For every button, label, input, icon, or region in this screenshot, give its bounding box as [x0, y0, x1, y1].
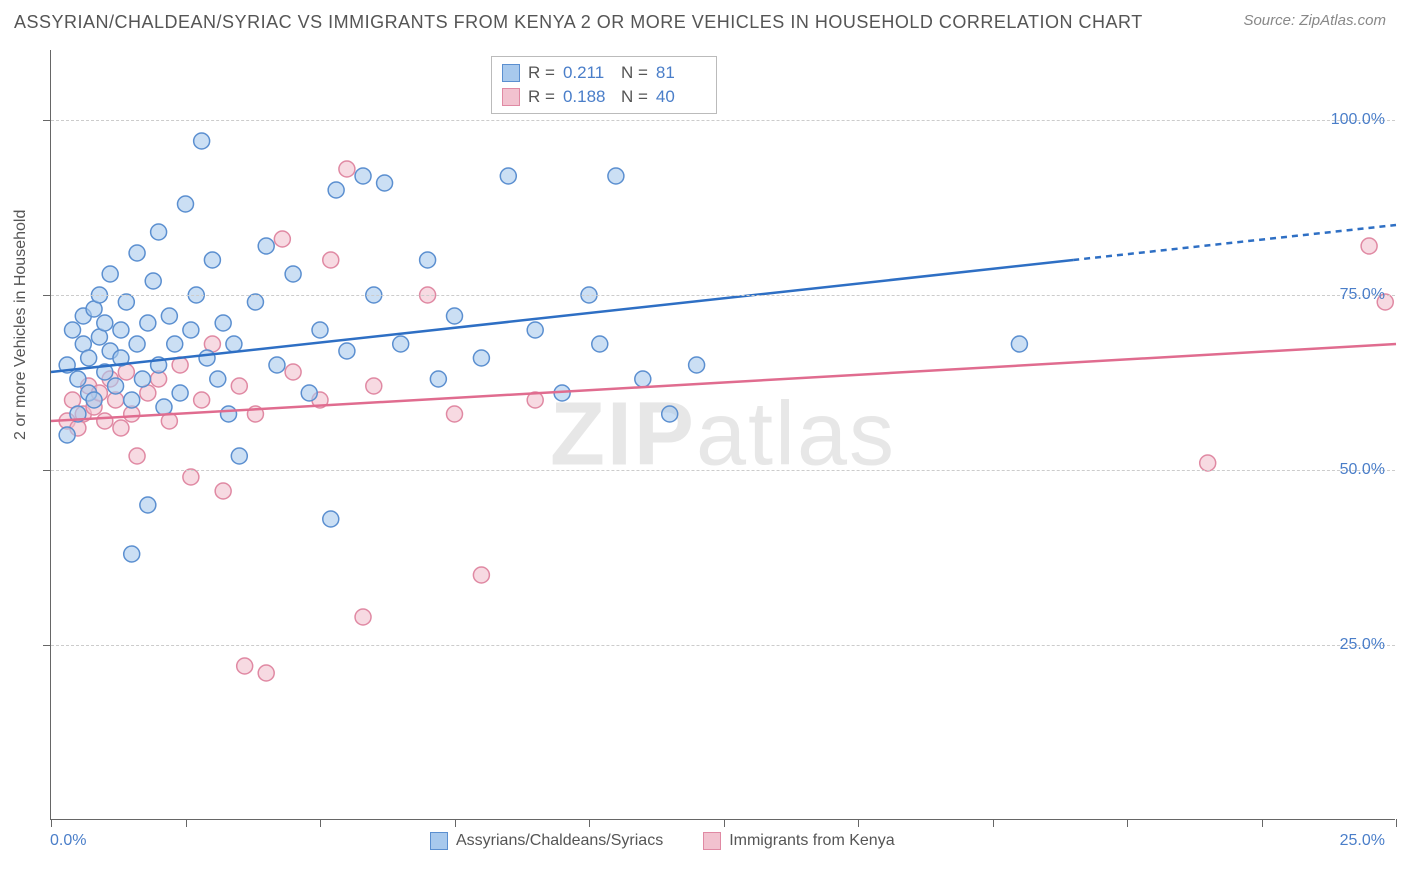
legend-label-series-a: Assyrians/Chaldeans/Syriacs: [456, 832, 663, 850]
gridline: [51, 645, 1395, 646]
swatch-series-b-icon: [703, 832, 721, 850]
legend-item-series-a: Assyrians/Chaldeans/Syriacs: [430, 832, 663, 850]
swatch-series-a-icon: [430, 832, 448, 850]
source-attribution: Source: ZipAtlas.com: [1243, 12, 1386, 29]
y-tick-label: 100.0%: [1331, 111, 1385, 129]
bottom-legend: Assyrians/Chaldeans/Syriacs Immigrants f…: [430, 832, 895, 850]
chart-plot-area: ZIPatlas R = 0.211 N = 81 R = 0.188 N = …: [50, 50, 1395, 820]
x-axis-max-label: 25.0%: [1340, 832, 1385, 850]
gridline: [51, 470, 1395, 471]
legend-label-series-b: Immigrants from Kenya: [729, 832, 894, 850]
gridline: [51, 295, 1395, 296]
gridline: [51, 120, 1395, 121]
y-axis-label: 2 or more Vehicles in Household: [12, 210, 30, 440]
chart-title: ASSYRIAN/CHALDEAN/SYRIAC VS IMMIGRANTS F…: [14, 12, 1143, 33]
y-tick-label: 25.0%: [1340, 636, 1385, 654]
y-tick-label: 50.0%: [1340, 461, 1385, 479]
legend-item-series-b: Immigrants from Kenya: [703, 832, 894, 850]
x-axis-min-label: 0.0%: [50, 832, 86, 850]
y-tick-label: 75.0%: [1340, 286, 1385, 304]
scatter-plot-svg: [51, 50, 1395, 819]
